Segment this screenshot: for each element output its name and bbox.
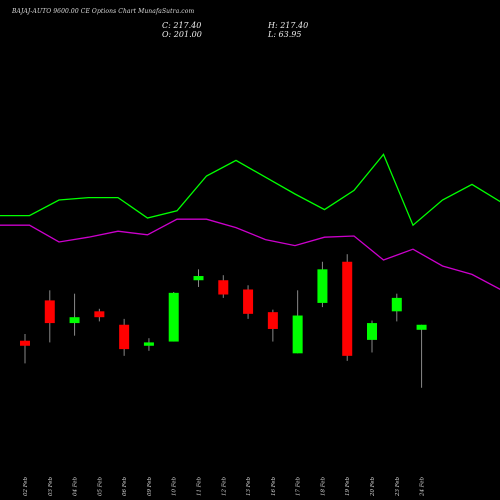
- indicator-line-2: [0, 218, 500, 290]
- candle-12: [317, 261, 328, 308]
- x-tick-label: 12 Feb: [221, 476, 227, 496]
- candle-1: [44, 290, 55, 343]
- candle-4: [119, 318, 130, 356]
- x-tick-label: 05 Feb: [97, 476, 103, 496]
- indicator-line-1: [0, 153, 500, 227]
- candle-body: [292, 315, 303, 354]
- candle-body: [391, 297, 402, 312]
- x-tick-label: 20 Feb: [370, 476, 376, 497]
- x-tick-label: 13 Feb: [246, 476, 252, 496]
- candle-body: [317, 269, 328, 303]
- candle-7: [193, 269, 204, 287]
- candle-11: [292, 290, 303, 354]
- candle-14: [367, 320, 378, 353]
- x-tick-label: 06 Feb: [122, 476, 128, 496]
- x-tick-label: 09 Feb: [147, 476, 153, 496]
- high-value: H: 217.40: [268, 21, 309, 30]
- x-tick-label: 16 Feb: [271, 476, 277, 496]
- candle-15: [391, 293, 402, 322]
- x-tick-label: 03 Feb: [48, 476, 54, 496]
- x-tick-label: 24 Feb: [420, 476, 426, 497]
- x-tick-label: 11 Feb: [197, 476, 203, 496]
- close-value: C: 217.40: [162, 21, 202, 30]
- candle-body: [69, 317, 80, 324]
- candle-body: [243, 289, 254, 314]
- candle-body: [20, 340, 30, 346]
- open-value: O: 201.00: [162, 30, 202, 39]
- candle-5: [143, 338, 154, 351]
- candle-body: [367, 323, 378, 340]
- candle-body: [119, 324, 130, 350]
- candle-body: [267, 312, 278, 329]
- candle-body: [44, 300, 55, 324]
- candle-0: [20, 334, 30, 364]
- x-tick-label: 23 Feb: [395, 476, 401, 497]
- x-tick-label: 17 Feb: [296, 476, 302, 496]
- candle-10: [267, 309, 278, 342]
- x-tick-label: 02 Feb: [23, 476, 29, 496]
- candle-body: [193, 276, 204, 281]
- low-value: L: 63.95: [268, 30, 302, 39]
- candle-3: [94, 308, 105, 322]
- candle-6: [168, 292, 179, 342]
- candle-body: [168, 292, 179, 342]
- candle-body: [94, 311, 105, 318]
- candle-8: [218, 275, 229, 298]
- x-tick-label: 10 Feb: [172, 476, 178, 496]
- candle-body: [342, 261, 353, 356]
- candle-2: [69, 293, 80, 336]
- candle-body: [416, 324, 427, 330]
- candle-body: [218, 280, 229, 295]
- candle-16: [416, 324, 427, 388]
- chart-title: BAJAJ-AUTO 9600.00 CE Options Chart Muna…: [12, 8, 195, 15]
- x-tick-label: 04 Feb: [73, 476, 79, 496]
- candle-9: [243, 285, 254, 319]
- x-tick-label: 18 Feb: [320, 476, 326, 496]
- candle-body: [143, 342, 154, 346]
- x-tick-label: 19 Feb: [345, 476, 351, 496]
- candle-13: [342, 254, 353, 361]
